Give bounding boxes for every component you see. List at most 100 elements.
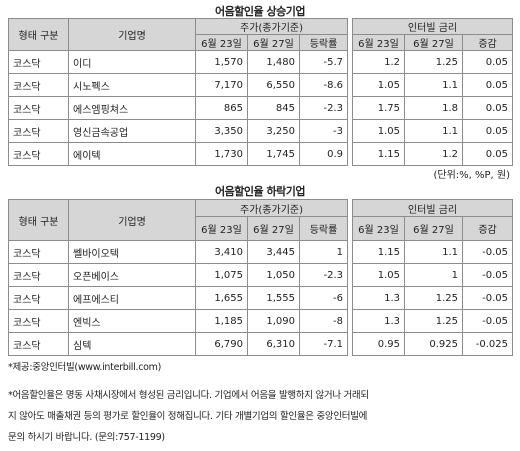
- cell-company: 엔빅스: [68, 309, 196, 333]
- lower-table-title: 어음할인율 하락기업: [215, 185, 305, 198]
- cell-price-d2: 3,250: [247, 119, 300, 143]
- cell-delta: 0.05: [462, 73, 514, 97]
- cell-rate-d1: 1.2: [352, 50, 406, 74]
- cell-price-d1: 1,570: [195, 50, 248, 74]
- cell-price-d1: 6,790: [195, 332, 248, 356]
- header-delta: 증감: [462, 216, 514, 241]
- header-company: 기업명: [68, 18, 196, 51]
- header-rate-d1: 6월 23일: [352, 34, 406, 51]
- cell-price-d1: 865: [195, 96, 248, 120]
- cell-rate-d1: 1.75: [352, 96, 406, 120]
- cell-delta: 0.05: [462, 119, 514, 143]
- cell-price-d1: 1,075: [195, 263, 248, 287]
- cell-rate-d1: 1.05: [352, 263, 406, 287]
- header-change: 등락률: [298, 34, 349, 51]
- cell-rate-d1: 1.15: [352, 142, 406, 166]
- table-row: 코스닥 이디 1,570 1,480 -5.7 1.2 1.25 0.05: [8, 50, 514, 74]
- lower-header-row-2: 6월 23일 6월 27일 등락률 6월 23일 6월 27일 증감: [9, 216, 514, 241]
- table-row: 코스닥 엔빅스 1,185 1,090 -8 1.3 1.25 -0.05: [8, 309, 514, 333]
- table-row: 코스닥 에이텍 1,730 1,745 0.9 1.15 1.2 0.05: [8, 142, 514, 166]
- header-company: 기업명: [68, 199, 196, 241]
- cell-company: 시노펙스: [68, 73, 196, 97]
- header-delta: 증감: [462, 34, 514, 51]
- cell-delta: -0.025: [462, 332, 514, 356]
- header-price: 주가(종가기준): [194, 199, 349, 217]
- cell-price-d1: 1,185: [195, 309, 248, 333]
- cell-type: 코스닥: [8, 263, 69, 287]
- cell-change: -8.6: [298, 73, 349, 97]
- cell-company: 에스엠핑쳐스: [68, 96, 196, 120]
- footnote-line-3: 문의 하시기 바랍니다. (문의:757-1199): [8, 432, 165, 443]
- header-change: 등락률: [298, 216, 349, 241]
- lower-header-row-1: 형태 구분 기업명 주가(종가기준) 인터빌 금리: [8, 199, 514, 241]
- cell-price-d2: 845: [247, 96, 300, 120]
- cell-type: 코스닥: [8, 142, 69, 166]
- cell-company: 영신금속공업: [68, 119, 196, 143]
- table-row: 코스닥 에스엠핑쳐스 865 845 -2.3 1.75 1.8 0.05: [8, 96, 514, 120]
- cell-change: -3: [298, 119, 349, 143]
- cell-type: 코스닥: [8, 309, 69, 333]
- cell-change: -8: [298, 309, 349, 333]
- cell-delta: 0.05: [462, 142, 514, 166]
- cell-delta: -0.05: [462, 309, 514, 333]
- cell-delta: 0.05: [462, 50, 514, 74]
- cell-rate-d2: 1.1: [404, 73, 464, 97]
- header-rate-d1: 6월 23일: [352, 216, 406, 241]
- cell-type: 코스닥: [8, 96, 69, 120]
- table-row: 코스닥 쎌바이오텍 3,410 3,445 1 1.15 1.1 -0.05: [8, 240, 514, 264]
- cell-type: 코스닥: [8, 50, 69, 74]
- cell-price-d2: 1,480: [247, 50, 300, 74]
- cell-price-d2: 6,310: [247, 332, 300, 356]
- table-row: 코스닥 시노펙스 7,170 6,550 -8.6 1.05 1.1 0.05: [8, 73, 514, 97]
- cell-price-d2: 1,555: [247, 286, 300, 310]
- cell-company: 오픈베이스: [68, 263, 196, 287]
- cell-company: 쎌바이오텍: [68, 240, 196, 264]
- upper-header-row-2: 6월 23일 6월 27일 등락률 6월 23일 6월 27일 증감: [9, 34, 514, 51]
- header-rate-d2: 6월 27일: [404, 34, 464, 51]
- header-price-d1: 6월 23일: [195, 34, 248, 51]
- cell-type: 코스닥: [8, 286, 69, 310]
- cell-rate-d2: 1: [404, 263, 464, 287]
- source-note: *제공:중앙인터빌(www.interbill.com): [8, 362, 161, 373]
- cell-price-d2: 1,745: [247, 142, 300, 166]
- cell-rate-d2: 1.8: [404, 96, 464, 120]
- cell-rate-d1: 1.05: [352, 119, 406, 143]
- cell-price-d1: 7,170: [195, 73, 248, 97]
- footnote-line-1: *어음할인율은 명동 사채시장에서 형성된 금리입니다. 기업에서 어음을 발행…: [8, 390, 369, 401]
- cell-rate-d1: 1.05: [352, 73, 406, 97]
- cell-type: 코스닥: [8, 240, 69, 264]
- header-rate-d2: 6월 27일: [404, 216, 464, 241]
- cell-price-d2: 1,050: [247, 263, 300, 287]
- cell-price-d2: 1,090: [247, 309, 300, 333]
- cell-company: 심텍: [68, 332, 196, 356]
- cell-change: -6: [298, 286, 349, 310]
- cell-change: 0.9: [298, 142, 349, 166]
- cell-delta: 0.05: [462, 96, 514, 120]
- header-price: 주가(종가기준): [194, 18, 349, 35]
- header-type: 형태 구분: [8, 199, 69, 241]
- footnote-line-2: 지 않아도 매출채권 등의 평가로 할인율이 정해집니다. 기타 개별기업의 할…: [8, 411, 368, 422]
- header-rate: 인터빌 금리: [352, 18, 514, 35]
- unit-label: (단위:%, %P, 원): [433, 170, 510, 181]
- cell-change: -2.3: [298, 96, 349, 120]
- header-price-d2: 6월 27일: [247, 34, 300, 51]
- cell-change: -2.3: [298, 263, 349, 287]
- cell-rate-d1: 1.15: [352, 240, 406, 264]
- cell-rate-d2: 1.2: [404, 142, 464, 166]
- cell-change: -5.7: [298, 50, 349, 74]
- cell-delta: -0.05: [462, 286, 514, 310]
- cell-company: 이디: [68, 50, 196, 74]
- cell-rate-d1: 1.3: [352, 286, 406, 310]
- table-row: 코스닥 에프에스티 1,655 1,555 -6 1.3 1.25 -0.05: [8, 286, 514, 310]
- table-row: 코스닥 심텍 6,790 6,310 -7.1 0.95 0.925 -0.02…: [8, 332, 514, 356]
- cell-delta: -0.05: [462, 240, 514, 264]
- cell-company: 에프에스티: [68, 286, 196, 310]
- cell-price-d2: 6,550: [247, 73, 300, 97]
- cell-delta: -0.05: [462, 263, 514, 287]
- cell-type: 코스닥: [8, 119, 69, 143]
- cell-rate-d1: 0.95: [352, 332, 406, 356]
- header-price-d2: 6월 27일: [247, 216, 300, 241]
- header-price-d1: 6월 23일: [195, 216, 248, 241]
- upper-rate-table: 형태 구분 기업명 주가(종가기준) 인터빌 금리 6월 23일 6월 27일 …: [8, 18, 514, 166]
- cell-price-d1: 3,350: [195, 119, 248, 143]
